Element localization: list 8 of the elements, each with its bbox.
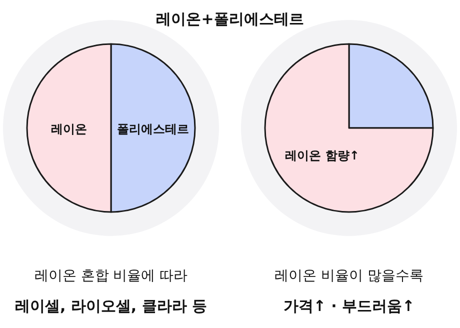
slice-label: 폴리에스테르 (117, 122, 189, 136)
text: 레이온 혼합 비율에 따라 (34, 268, 188, 284)
text: 레이온 비율이 많을수록 (274, 268, 424, 284)
slice-label: 레이온 함량↑ (285, 148, 360, 163)
text: 레이온+폴리에스테르 (156, 10, 304, 28)
text: 가격↑ · 부드러움↑ (283, 297, 415, 315)
slice-label: 레이온 (51, 122, 87, 136)
text: 레이셀, 라이오셀, 클라라 등 (14, 297, 208, 315)
